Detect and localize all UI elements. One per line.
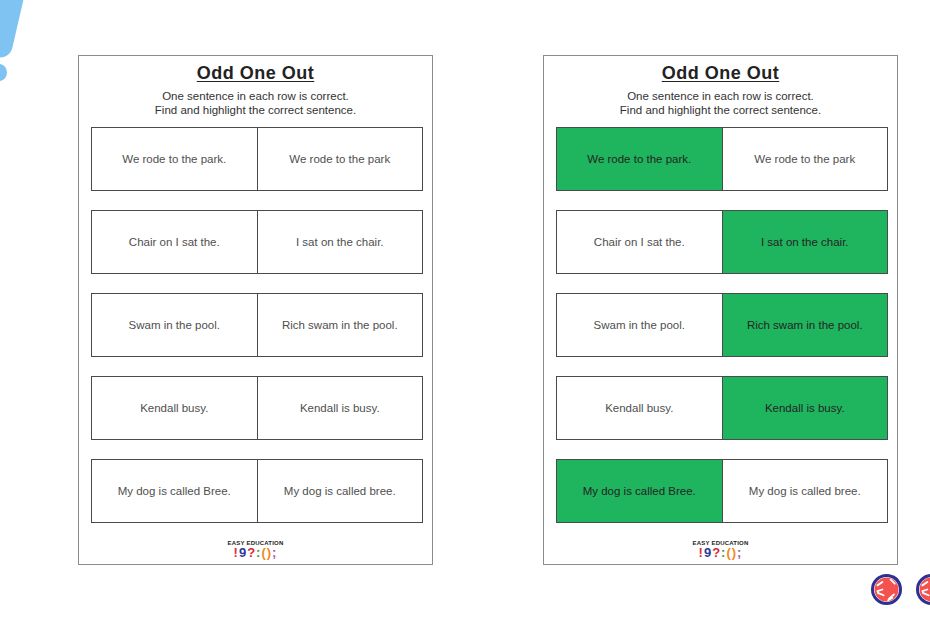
sentence-row: Chair on I sat the. I sat on the chair. (91, 210, 423, 274)
sentence-row: Kendall busy. Kendall is busy. (91, 376, 423, 440)
easy-education-logo: EASY EDUCATION !9?:(); (79, 540, 432, 559)
instructions-line2: Find and highlight the correct sentence. (620, 104, 821, 116)
instructions-line1: One sentence in each row is correct. (162, 90, 349, 102)
scribble-ball-icon (870, 573, 903, 606)
sentence-cell-left[interactable]: Chair on I sat the. (557, 211, 722, 273)
sentence-cell-left[interactable]: We rode to the park. (557, 128, 722, 190)
sentence-cell-left[interactable]: We rode to the park. (92, 128, 257, 190)
sentence-row: Swam in the pool. Rich swam in the pool. (556, 293, 888, 357)
blue-exclamation-dot (0, 64, 7, 81)
sentence-cell-left[interactable]: Chair on I sat the. (92, 211, 257, 273)
worksheet-page-answered: Odd One Out One sentence in each row is … (543, 55, 898, 565)
logo-symbol: ? (247, 545, 256, 560)
sentence-cell-left[interactable]: Kendall busy. (92, 377, 257, 439)
logo-symbol: ; (272, 545, 277, 560)
sentence-rows: We rode to the park. We rode to the park… (91, 127, 423, 523)
sentence-cell-right[interactable]: We rode to the park (722, 128, 888, 190)
sentence-row: Kendall busy. Kendall is busy. (556, 376, 888, 440)
sentence-cell-right[interactable]: Kendall is busy. (722, 377, 888, 439)
sentence-row: My dog is called Bree. My dog is called … (91, 459, 423, 523)
sentence-row: Swam in the pool. Rich swam in the pool. (91, 293, 423, 357)
worksheet-page-blank: Odd One Out One sentence in each row is … (78, 55, 433, 565)
sentence-cell-left[interactable]: Swam in the pool. (557, 294, 722, 356)
sentence-row: We rode to the park. We rode to the park (91, 127, 423, 191)
easy-education-logo: EASY EDUCATION !9?:(); (544, 540, 897, 559)
sentence-cell-right[interactable]: We rode to the park (257, 128, 423, 190)
sentence-row: Chair on I sat the. I sat on the chair. (556, 210, 888, 274)
sentence-cell-right[interactable]: I sat on the chair. (257, 211, 423, 273)
sentence-cell-right[interactable]: My dog is called bree. (722, 460, 888, 522)
sentence-cell-left[interactable]: Kendall busy. (557, 377, 722, 439)
sentence-cell-left[interactable]: My dog is called Bree. (557, 460, 722, 522)
sentence-cell-left[interactable]: Swam in the pool. (92, 294, 257, 356)
sentence-row: We rode to the park. We rode to the park (556, 127, 888, 191)
blue-exclamation-decor (0, 0, 32, 96)
sentence-row: My dog is called Bree. My dog is called … (556, 459, 888, 523)
logo-symbol: 9 (239, 545, 247, 560)
sentence-rows: We rode to the park. We rode to the park… (556, 127, 888, 523)
logo-symbols: !9?:(); (79, 547, 432, 559)
instructions: One sentence in each row is correct. Fin… (544, 89, 897, 117)
logo-symbols: !9?:(); (544, 547, 897, 559)
logo-symbol: ; (737, 545, 742, 560)
sentence-cell-right[interactable]: My dog is called bree. (257, 460, 423, 522)
instructions-line1: One sentence in each row is correct. (627, 90, 814, 102)
page-title: Odd One Out (79, 63, 432, 84)
logo-symbol: 9 (704, 545, 712, 560)
blue-exclamation-bar (0, 0, 26, 60)
sentence-cell-right[interactable]: Kendall is busy. (257, 377, 423, 439)
logo-symbol: ? (712, 545, 721, 560)
instructions-line2: Find and highlight the correct sentence. (155, 104, 356, 116)
sentence-cell-right[interactable]: I sat on the chair. (722, 211, 888, 273)
sentence-cell-left[interactable]: My dog is called Bree. (92, 460, 257, 522)
sentence-cell-right[interactable]: Rich swam in the pool. (257, 294, 423, 356)
scribble-ball-icon (915, 573, 930, 606)
page-title: Odd One Out (544, 63, 897, 84)
instructions: One sentence in each row is correct. Fin… (79, 89, 432, 117)
sentence-cell-right[interactable]: Rich swam in the pool. (722, 294, 888, 356)
